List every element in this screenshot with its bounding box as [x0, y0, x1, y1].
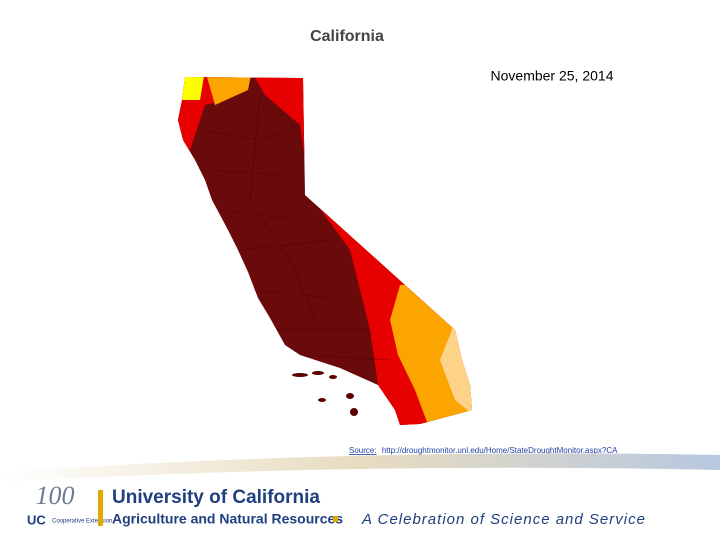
county-lines — [199, 94, 391, 361]
uc-logo: UC — [27, 512, 46, 527]
date: November 25, 2014 — [491, 68, 614, 84]
source-label: Source: — [349, 446, 377, 455]
d1-region — [178, 77, 205, 100]
divider — [98, 490, 103, 526]
drought-map — [178, 77, 472, 425]
university: University of California — [112, 487, 320, 508]
source: Source: http://droughtmonitor.unl.edu/Ho… — [349, 446, 618, 455]
uc-unit: Cooperative Extension — [52, 519, 112, 525]
title: California — [310, 28, 384, 45]
tagline: A Celebration of Science and Service — [361, 511, 646, 528]
swoosh — [0, 453, 720, 482]
division: Agriculture and Natural Resources — [112, 511, 343, 527]
d2-region — [205, 77, 252, 105]
bullet — [333, 516, 338, 522]
channel-islands — [292, 371, 358, 416]
source-url[interactable]: http://droughtmonitor.unl.edu/Home/State… — [382, 446, 618, 455]
centennial-logo: 100 — [36, 481, 75, 510]
